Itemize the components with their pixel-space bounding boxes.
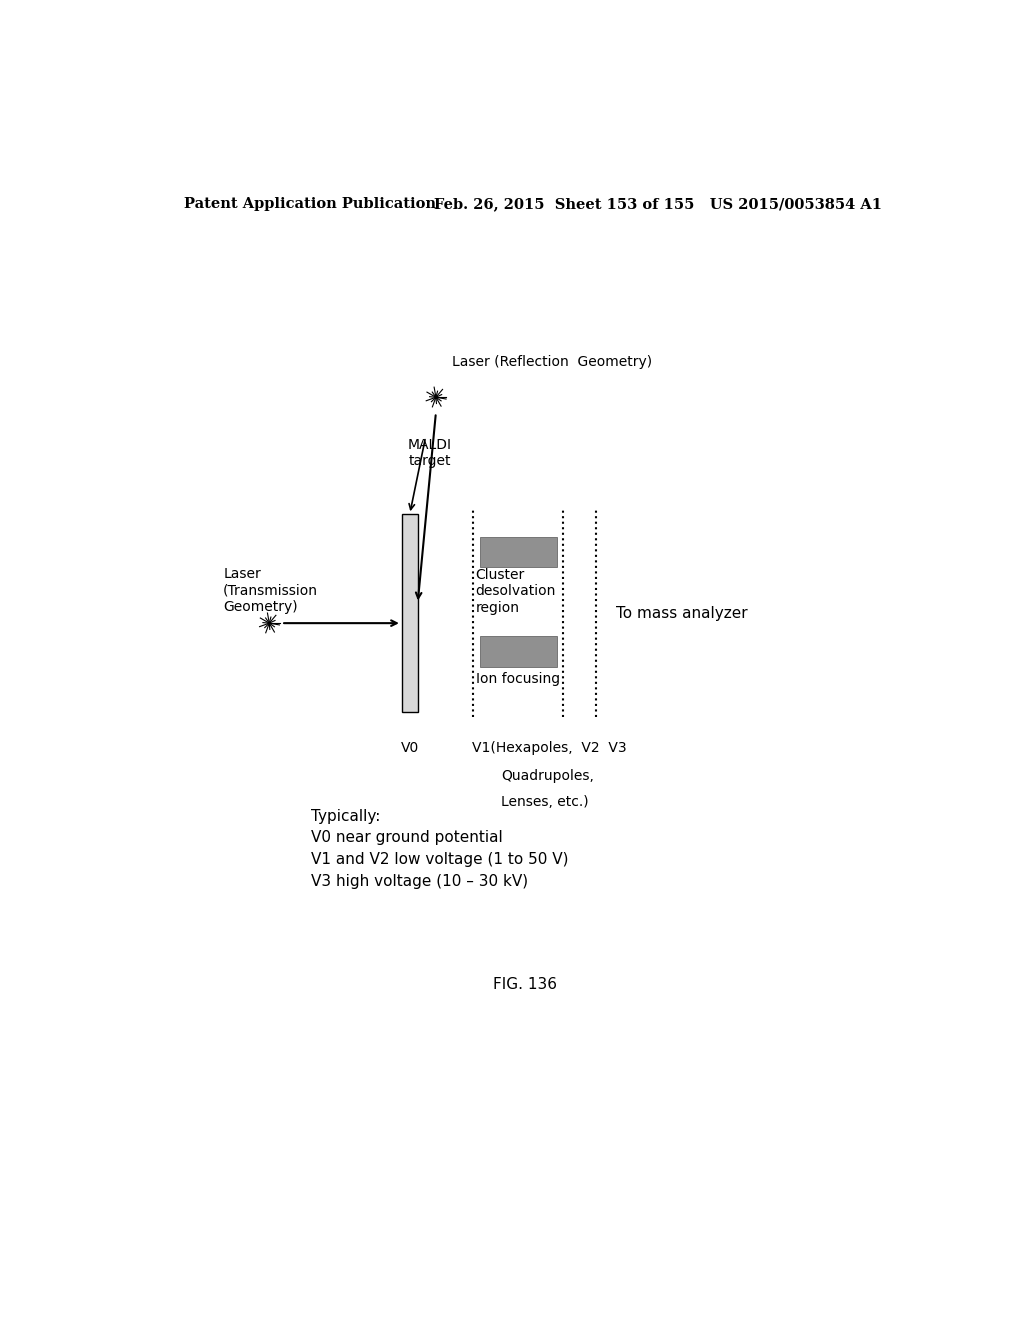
Text: V0: V0 <box>400 741 419 755</box>
Text: Typically:
V0 near ground potential
V1 and V2 low voltage (1 to 50 V)
V3 high vo: Typically: V0 near ground potential V1 a… <box>310 809 568 888</box>
Text: Laser (Reflection  Geometry): Laser (Reflection Geometry) <box>452 355 652 368</box>
Text: Patent Application Publication: Patent Application Publication <box>183 197 435 211</box>
Text: MALDI
target: MALDI target <box>408 438 452 469</box>
Text: Lenses, etc.): Lenses, etc.) <box>501 795 589 809</box>
Text: Ion focusing: Ion focusing <box>475 672 560 685</box>
Bar <box>401 515 418 713</box>
Bar <box>479 636 557 667</box>
Text: Cluster
desolvation
region: Cluster desolvation region <box>475 568 556 615</box>
Bar <box>479 536 557 568</box>
Text: Quadrupoles,: Quadrupoles, <box>501 770 594 783</box>
Text: V1(Hexapoles,  V2  V3: V1(Hexapoles, V2 V3 <box>472 741 627 755</box>
Text: Laser
(Transmission
Geometry): Laser (Transmission Geometry) <box>223 568 318 614</box>
Text: Feb. 26, 2015  Sheet 153 of 155   US 2015/0053854 A1: Feb. 26, 2015 Sheet 153 of 155 US 2015/0… <box>434 197 882 211</box>
Text: FIG. 136: FIG. 136 <box>493 977 557 991</box>
Text: To mass analyzer: To mass analyzer <box>616 606 748 620</box>
